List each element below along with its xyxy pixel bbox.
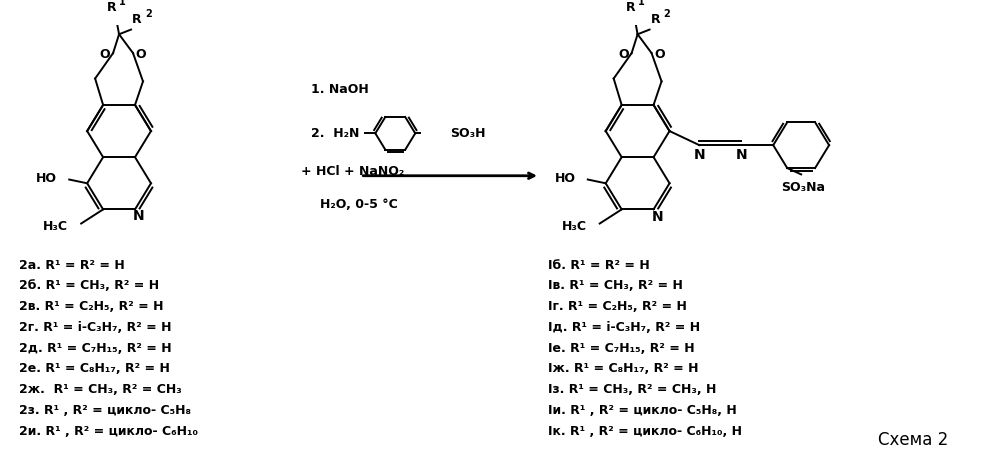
Text: 2г. R¹ = i-C₃H₇, R² = H: 2г. R¹ = i-C₃H₇, R² = H xyxy=(19,321,172,334)
Text: Схема 2: Схема 2 xyxy=(878,430,949,449)
Text: 2б. R¹ = CH₃, R² = H: 2б. R¹ = CH₃, R² = H xyxy=(19,280,160,292)
Text: Iе. R¹ = C₇H₁₅, R² = H: Iе. R¹ = C₇H₁₅, R² = H xyxy=(547,342,694,355)
Text: Iд. R¹ = i-C₃H₇, R² = H: Iд. R¹ = i-C₃H₇, R² = H xyxy=(547,321,700,334)
Text: Iи. R¹ , R² = цикло- C₅H₈, H: Iи. R¹ , R² = цикло- C₅H₈, H xyxy=(547,404,736,417)
Text: 2а. R¹ = R² = H: 2а. R¹ = R² = H xyxy=(19,259,125,272)
Text: Iз. R¹ = CH₃, R² = CH₃, H: Iз. R¹ = CH₃, R² = CH₃, H xyxy=(547,383,716,396)
Text: 2д. R¹ = C₇H₁₅, R² = H: 2д. R¹ = C₇H₁₅, R² = H xyxy=(19,342,172,355)
Text: 2е. R¹ = C₈H₁₇, R² = H: 2е. R¹ = C₈H₁₇, R² = H xyxy=(19,362,170,375)
Text: Iв. R¹ = CH₃, R² = H: Iв. R¹ = CH₃, R² = H xyxy=(547,280,682,292)
Text: O: O xyxy=(618,48,629,62)
Text: O: O xyxy=(654,48,665,62)
Text: H₃C: H₃C xyxy=(561,220,586,233)
Text: N: N xyxy=(651,210,663,224)
Text: R: R xyxy=(650,13,660,26)
Text: 1: 1 xyxy=(637,0,644,7)
Text: H₃C: H₃C xyxy=(43,220,68,233)
Text: Iб. R¹ = R² = H: Iб. R¹ = R² = H xyxy=(547,259,649,272)
Text: 2з. R¹ , R² = цикло- C₅H₈: 2з. R¹ , R² = цикло- C₅H₈ xyxy=(19,404,192,417)
Text: 2и. R¹ , R² = цикло- C₆H₁₀: 2и. R¹ , R² = цикло- C₆H₁₀ xyxy=(19,425,199,438)
Text: R: R xyxy=(625,1,635,14)
Text: Iж. R¹ = C₈H₁₇, R² = H: Iж. R¹ = C₈H₁₇, R² = H xyxy=(547,362,698,375)
Text: Iг. R¹ = C₂H₅, R² = H: Iг. R¹ = C₂H₅, R² = H xyxy=(547,300,686,313)
Text: N: N xyxy=(735,148,747,162)
Text: 2ж.  R¹ = CH₃, R² = CH₃: 2ж. R¹ = CH₃, R² = CH₃ xyxy=(19,383,182,396)
Text: + HCl + NaNO₂: + HCl + NaNO₂ xyxy=(301,165,404,177)
Text: 2.  H₂N: 2. H₂N xyxy=(311,127,359,140)
Text: Iк. R¹ , R² = цикло- C₆H₁₀, H: Iк. R¹ , R² = цикло- C₆H₁₀, H xyxy=(547,425,742,438)
Text: N: N xyxy=(693,148,705,162)
Text: H₂O, 0-5 °C: H₂O, 0-5 °C xyxy=(321,197,399,211)
Text: R: R xyxy=(132,13,142,26)
Text: O: O xyxy=(136,48,146,62)
Text: SO₃Na: SO₃Na xyxy=(781,181,825,194)
Text: N: N xyxy=(133,209,145,223)
Text: O: O xyxy=(100,48,111,62)
Text: 2: 2 xyxy=(663,9,670,19)
Text: 1. NaOH: 1. NaOH xyxy=(311,83,369,96)
Text: R: R xyxy=(107,1,117,14)
Text: HO: HO xyxy=(554,172,575,185)
Text: 1: 1 xyxy=(119,0,126,7)
Text: 2: 2 xyxy=(145,9,152,19)
Text: SO₃H: SO₃H xyxy=(451,127,486,140)
Text: 2в. R¹ = C₂H₅, R² = H: 2в. R¹ = C₂H₅, R² = H xyxy=(19,300,164,313)
Text: HO: HO xyxy=(36,172,57,185)
